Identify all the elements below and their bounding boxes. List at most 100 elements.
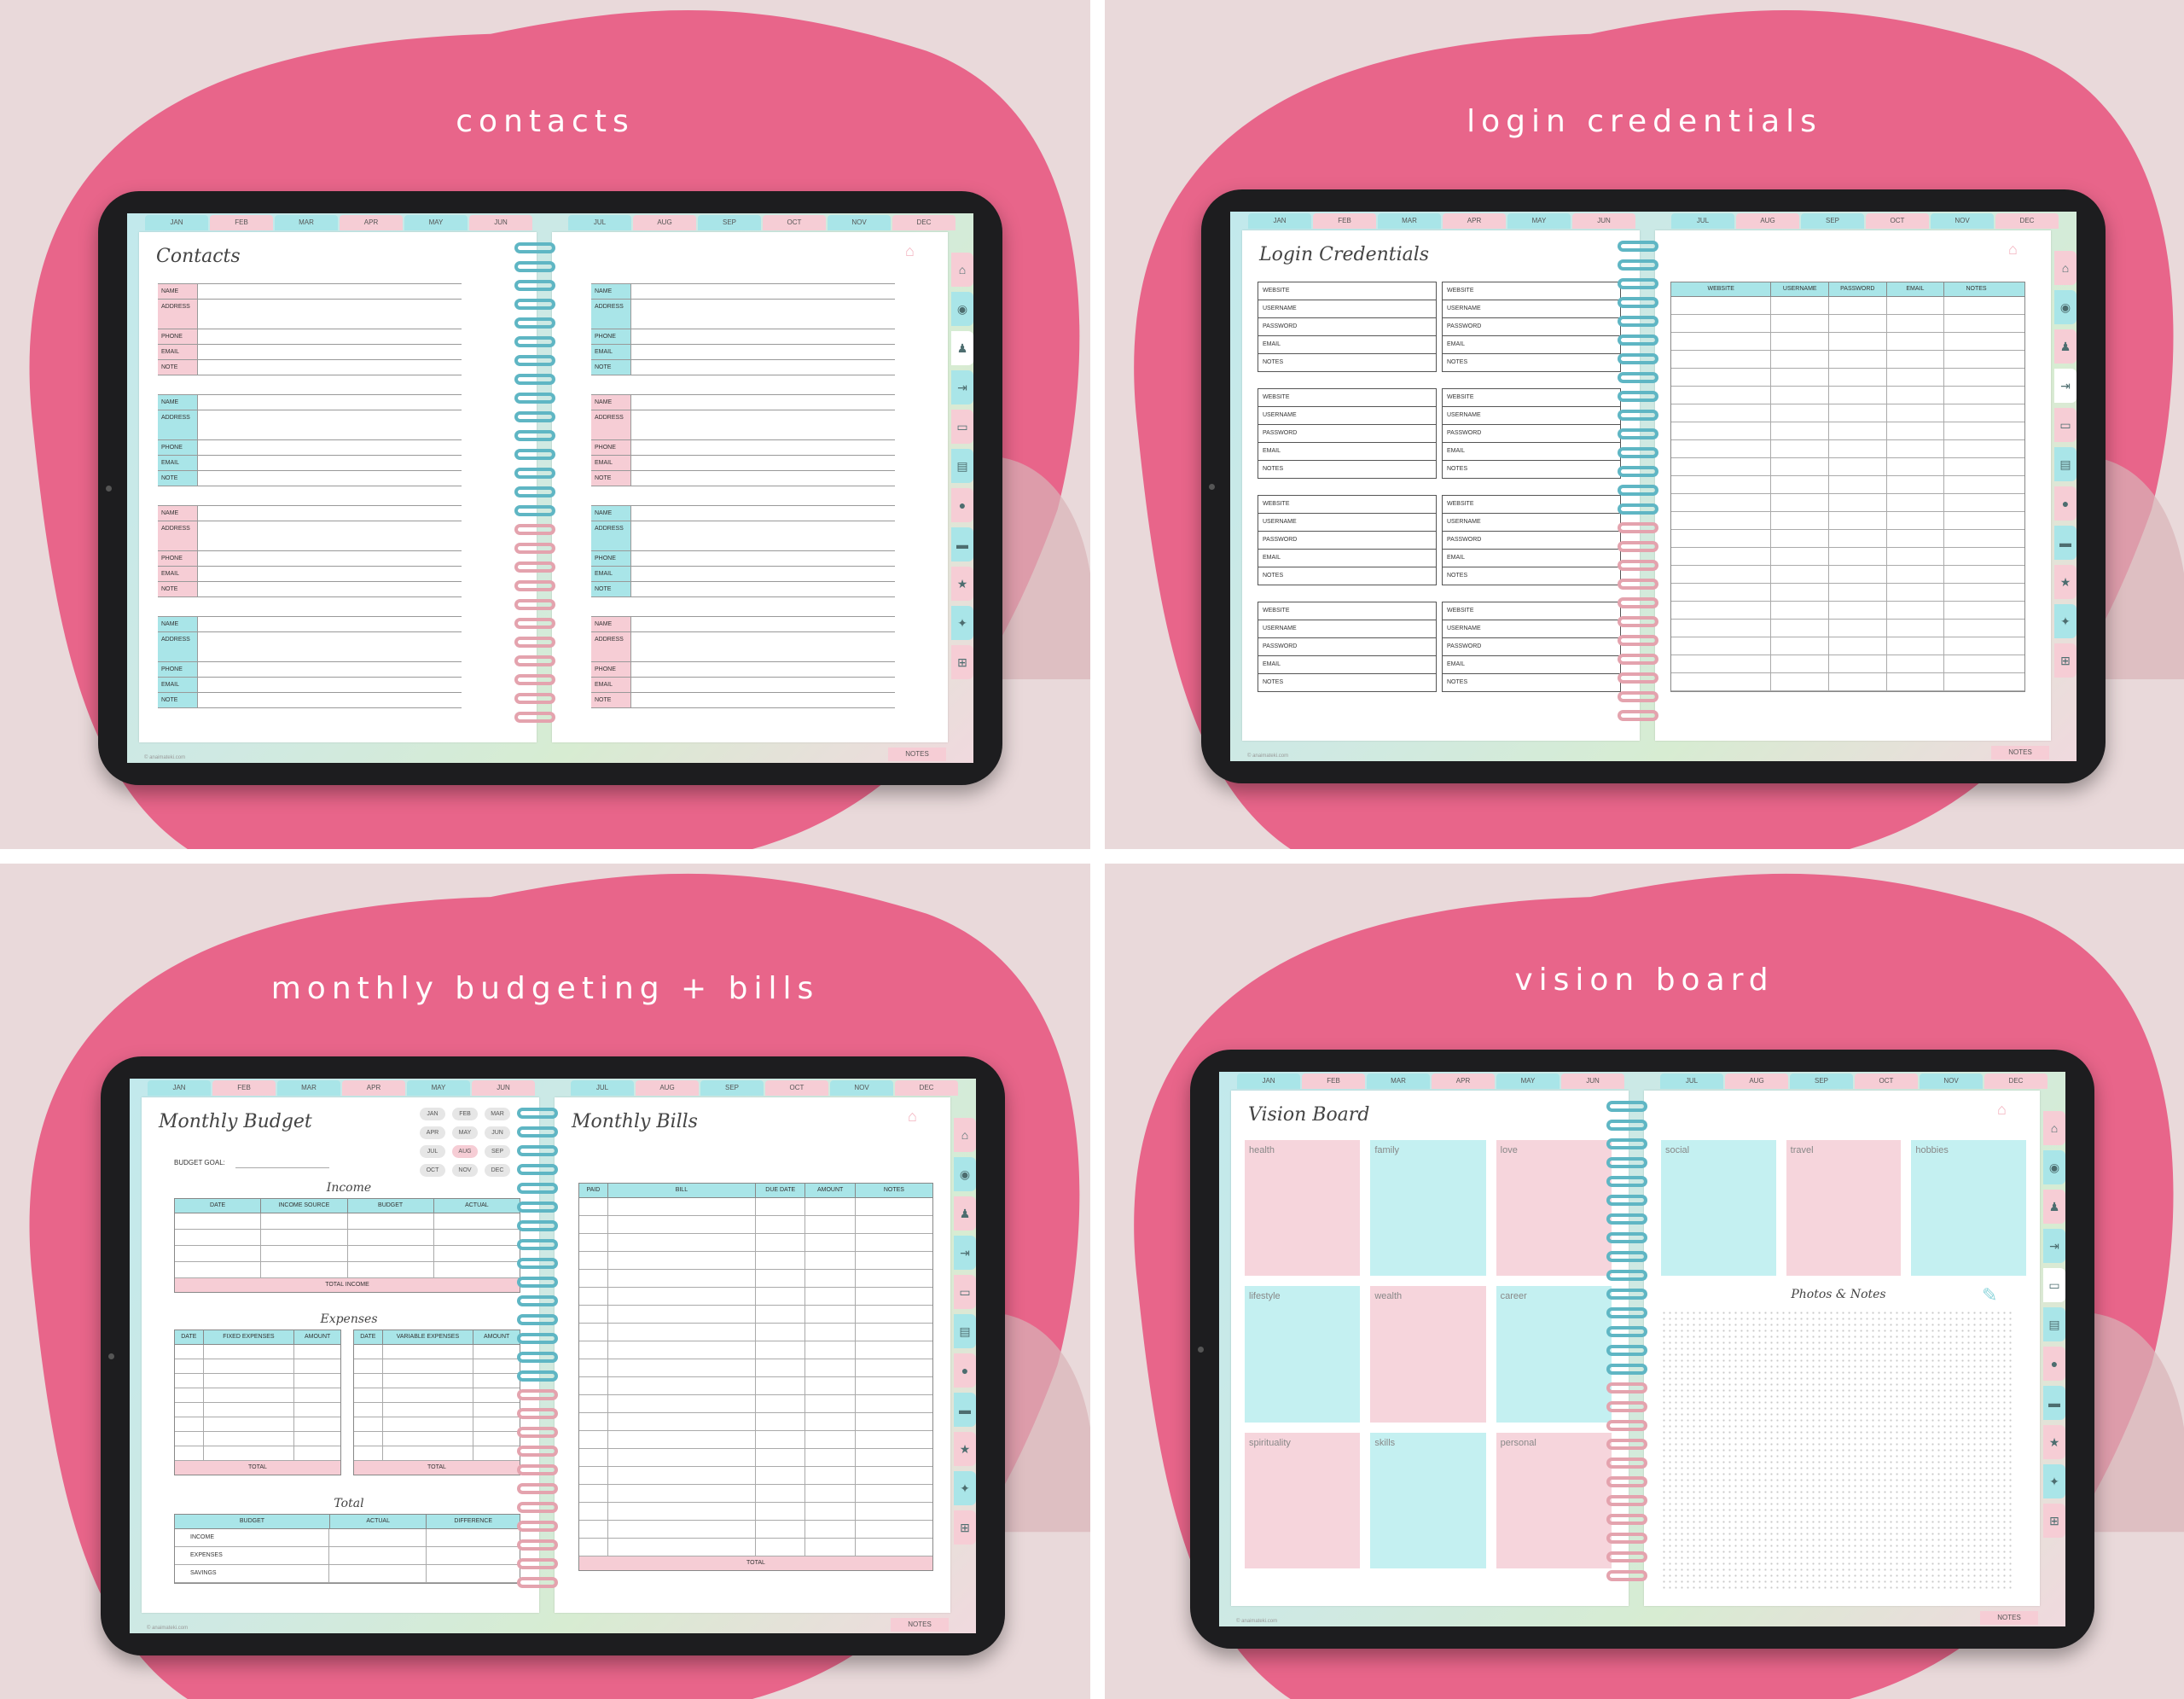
side-tab-monitor[interactable]: ▭ [954, 1275, 976, 1309]
login-notes-row[interactable]: NOTES [1447, 359, 1468, 365]
month-tab-feb[interactable]: FEB [212, 1080, 276, 1096]
bill-row[interactable] [579, 1306, 932, 1324]
table-row[interactable] [354, 1432, 520, 1446]
table-row[interactable] [1671, 530, 2024, 548]
side-tab-apple[interactable]: ● [951, 488, 973, 522]
bill-row[interactable] [579, 1252, 932, 1270]
month-pill-sep[interactable]: SEP [485, 1145, 510, 1158]
month-tab-may[interactable]: MAY [1507, 213, 1571, 229]
login-username-row[interactable]: USERNAME [1258, 620, 1436, 638]
table-row[interactable] [1671, 566, 2024, 584]
side-tab-apple[interactable]: ● [2043, 1347, 2065, 1381]
bill-row[interactable] [579, 1467, 932, 1485]
login-username-row[interactable]: USERNAME [1258, 514, 1436, 532]
contact-name-field[interactable] [630, 617, 895, 631]
vision-box-love[interactable]: love [1496, 1140, 1612, 1277]
vision-box-skills[interactable]: skills [1370, 1432, 1486, 1568]
table-row[interactable] [175, 1432, 340, 1446]
side-tab-monitor[interactable]: ▭ [2054, 408, 2077, 442]
login-email-row[interactable]: EMAIL [1443, 550, 1620, 567]
month-pill-dec[interactable]: DEC [485, 1164, 510, 1177]
side-tab-star[interactable]: ★ [2043, 1425, 2065, 1459]
contact-note-field[interactable] [197, 693, 462, 707]
home-icon[interactable]: ⌂ [2008, 241, 2018, 258]
month-pill-oct[interactable]: OCT [420, 1164, 445, 1177]
side-tab-bed[interactable]: ▬ [2054, 526, 2077, 560]
table-row[interactable] [354, 1345, 520, 1359]
month-tab-jan[interactable]: JAN [1248, 213, 1311, 229]
table-row[interactable] [1671, 351, 2024, 369]
month-tab-oct[interactable]: OCT [763, 215, 826, 230]
side-tab-home[interactable]: ⌂ [951, 253, 973, 287]
photos-notes-area[interactable] [1661, 1310, 2014, 1589]
contact-note-field[interactable] [630, 582, 895, 596]
contact-phone-field[interactable] [197, 440, 462, 455]
month-tab-jun[interactable]: JUN [1561, 1074, 1624, 1089]
month-pill-may[interactable]: MAY [452, 1126, 478, 1139]
contact-note-field[interactable] [630, 693, 895, 707]
table-row[interactable] [175, 1374, 340, 1388]
table-row[interactable] [175, 1446, 340, 1461]
table-row[interactable] [1671, 620, 2024, 637]
contact-name-field[interactable] [630, 395, 895, 410]
side-tab-people[interactable]: ♟ [2054, 329, 2077, 364]
side-tab-login[interactable]: ⇥ [2054, 369, 2077, 403]
side-tab-shopping-cart[interactable]: ⊞ [954, 1510, 976, 1545]
month-tab-nov[interactable]: NOV [1920, 1074, 1983, 1089]
table-row[interactable] [354, 1374, 520, 1388]
month-tab-oct[interactable]: OCT [1855, 1074, 1918, 1089]
login-password-row[interactable]: PASSWORD [1443, 532, 1620, 550]
month-tab-may[interactable]: MAY [404, 215, 468, 230]
notes-tab[interactable]: NOTES [1991, 746, 2049, 759]
login-notes-row[interactable]: NOTES [1447, 679, 1468, 685]
table-row[interactable] [175, 1345, 340, 1359]
login-notes-row[interactable]: NOTES [1447, 466, 1468, 472]
table-row[interactable] [1671, 387, 2024, 404]
side-tab-runner[interactable]: ✦ [2043, 1464, 2065, 1498]
side-tab-document[interactable]: ▤ [951, 449, 973, 483]
side-tab-shopping-cart[interactable]: ⊞ [2054, 643, 2077, 678]
contact-email-field[interactable] [197, 456, 462, 470]
login-username-row[interactable]: USERNAME [1443, 620, 1620, 638]
month-tab-dec[interactable]: DEC [1984, 1074, 2048, 1089]
login-email-row[interactable]: EMAIL [1443, 443, 1620, 461]
month-tab-mar[interactable]: MAR [1367, 1074, 1430, 1089]
table-row[interactable] [175, 1230, 520, 1246]
month-pill-feb[interactable]: FEB [452, 1108, 478, 1120]
month-tab-sep[interactable]: SEP [1790, 1074, 1853, 1089]
side-tab-home[interactable]: ⌂ [2043, 1111, 2065, 1145]
month-tab-jul[interactable]: JUL [571, 1080, 634, 1096]
vision-box-wealth[interactable]: wealth [1370, 1286, 1486, 1423]
month-tab-feb[interactable]: FEB [1302, 1074, 1365, 1089]
vision-box-career[interactable]: career [1496, 1286, 1612, 1423]
side-tab-apple[interactable]: ● [954, 1353, 976, 1388]
table-row[interactable] [175, 1359, 340, 1374]
bill-row[interactable] [579, 1198, 932, 1216]
month-tab-jan[interactable]: JAN [1237, 1074, 1300, 1089]
table-row[interactable] [1671, 673, 2024, 691]
table-row[interactable] [175, 1262, 520, 1278]
month-tab-aug[interactable]: AUG [1736, 213, 1799, 229]
contact-name-field[interactable] [630, 506, 895, 521]
side-tab-document[interactable]: ▤ [2054, 447, 2077, 481]
side-tab-people[interactable]: ♟ [954, 1196, 976, 1231]
contact-name-field[interactable] [197, 617, 462, 631]
side-tab-login[interactable]: ⇥ [951, 370, 973, 404]
table-row[interactable] [1671, 404, 2024, 422]
table-row[interactable] [354, 1388, 520, 1403]
month-tab-jul[interactable]: JUL [1660, 1074, 1723, 1089]
month-tab-mar[interactable]: MAR [1378, 213, 1441, 229]
contact-phone-field[interactable] [197, 662, 462, 677]
month-tab-jan[interactable]: JAN [148, 1080, 211, 1096]
contact-phone-field[interactable] [197, 329, 462, 344]
notes-tab[interactable]: NOTES [1980, 1611, 2038, 1625]
month-pill-aug[interactable]: AUG [452, 1145, 478, 1158]
login-email-row[interactable]: EMAIL [1443, 656, 1620, 674]
login-notes-row[interactable]: NOTES [1263, 573, 1284, 579]
login-username-row[interactable]: USERNAME [1258, 300, 1436, 318]
month-tab-jul[interactable]: JUL [1671, 213, 1734, 229]
vision-box-lifestyle[interactable]: lifestyle [1245, 1286, 1361, 1423]
vision-box-social[interactable]: social [1661, 1140, 1776, 1277]
table-row[interactable] [175, 1417, 340, 1432]
side-tab-home[interactable]: ⌂ [2054, 251, 2077, 285]
